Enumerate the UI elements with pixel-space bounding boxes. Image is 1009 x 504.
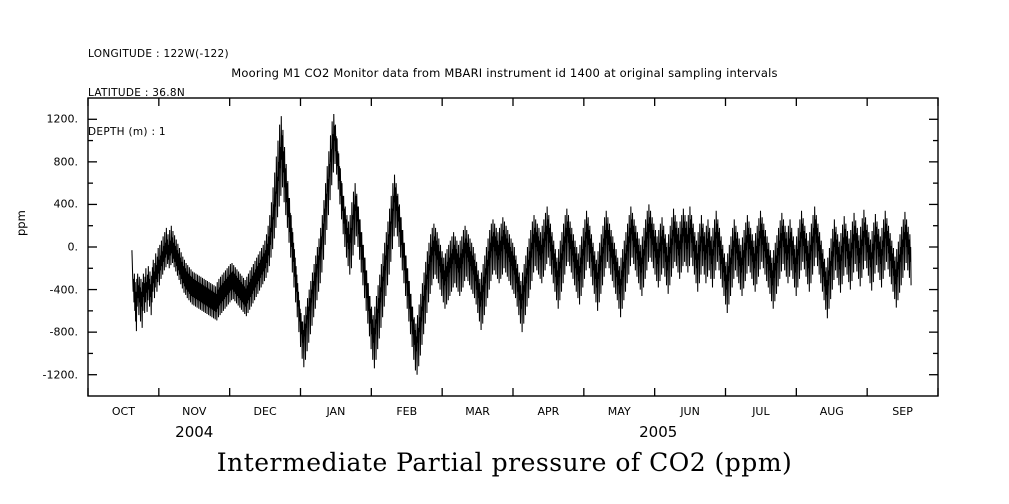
x-tick-label: MAY bbox=[607, 405, 631, 418]
x-tick-label: DEC bbox=[253, 405, 277, 418]
x-tick-label: NOV bbox=[182, 405, 207, 418]
x-tick-label: JAN bbox=[326, 405, 346, 418]
y-tick-label: -800. bbox=[49, 325, 78, 339]
metadata-block: LONGITUDE : 122W(-122) LATITUDE : 36.8N … bbox=[88, 22, 229, 165]
x-tick-label: MAR bbox=[465, 405, 490, 418]
x-tick-label: APR bbox=[537, 405, 560, 418]
x-year-label: 2005 bbox=[639, 423, 678, 441]
x-tick-label: OCT bbox=[111, 405, 135, 418]
latitude-text: LATITUDE : 36.8N bbox=[88, 87, 186, 99]
y-tick-label: 0. bbox=[67, 240, 79, 254]
plot-title: Mooring M1 CO2 Monitor data from MBARI i… bbox=[231, 66, 778, 80]
y-tick-label: 400. bbox=[53, 197, 79, 211]
longitude-text: LONGITUDE : 122W(-122) bbox=[88, 48, 229, 60]
y-tick-label: -1200. bbox=[42, 368, 78, 382]
y-tick-label: 1200. bbox=[46, 112, 79, 126]
y-tick-label: -400. bbox=[49, 283, 78, 297]
x-year-label: 2004 bbox=[175, 423, 214, 441]
data-series-line bbox=[131, 113, 912, 375]
x-tick-label: FEB bbox=[396, 405, 418, 418]
x-tick-label: AUG bbox=[819, 405, 844, 418]
x-tick-label: JUN bbox=[680, 405, 700, 418]
depth-text: DEPTH (m) : 1 bbox=[88, 126, 166, 138]
figure-caption: Intermediate Partial pressure of CO2 (pp… bbox=[216, 448, 793, 477]
y-tick-label: 800. bbox=[53, 155, 79, 169]
x-tick-label: JUL bbox=[752, 405, 770, 418]
x-tick-label: SEP bbox=[892, 405, 913, 418]
